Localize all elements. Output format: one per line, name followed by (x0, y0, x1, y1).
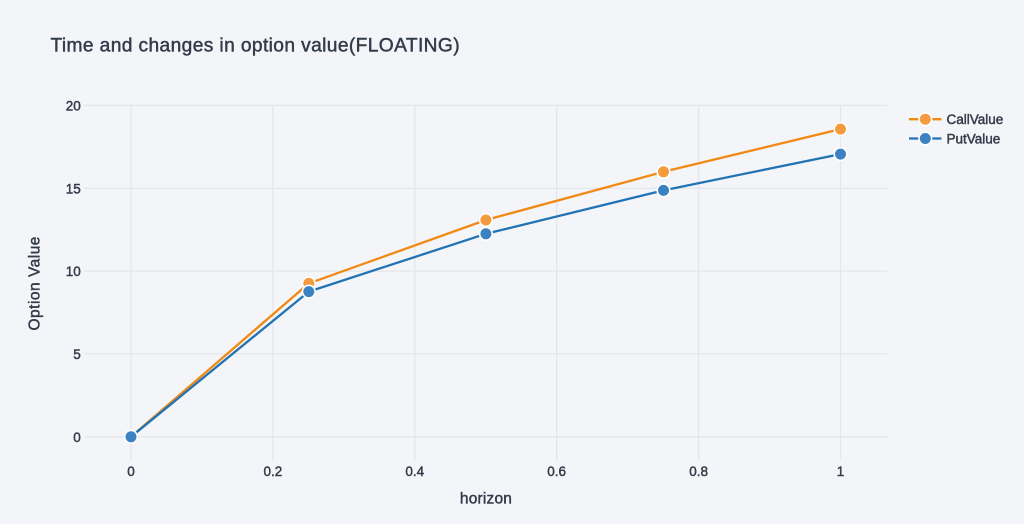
svg-text:15: 15 (66, 181, 81, 196)
svg-text:0.8: 0.8 (689, 464, 708, 479)
svg-text:PutValue: PutValue (947, 131, 1001, 146)
svg-text:Time and changes in option val: Time and changes in option value(FLOATIN… (51, 36, 460, 57)
svg-text:1: 1 (837, 464, 845, 479)
svg-text:CallValue: CallValue (947, 112, 1004, 127)
svg-text:0.6: 0.6 (547, 464, 566, 479)
svg-text:0: 0 (127, 464, 135, 479)
svg-text:20: 20 (66, 98, 81, 113)
svg-text:0.4: 0.4 (405, 464, 424, 479)
svg-text:0.2: 0.2 (264, 464, 283, 479)
svg-text:5: 5 (73, 347, 81, 362)
svg-text:horizon: horizon (460, 491, 512, 508)
svg-text:10: 10 (66, 264, 81, 279)
svg-text:0: 0 (73, 430, 81, 445)
svg-text:Option Value: Option Value (27, 236, 44, 330)
